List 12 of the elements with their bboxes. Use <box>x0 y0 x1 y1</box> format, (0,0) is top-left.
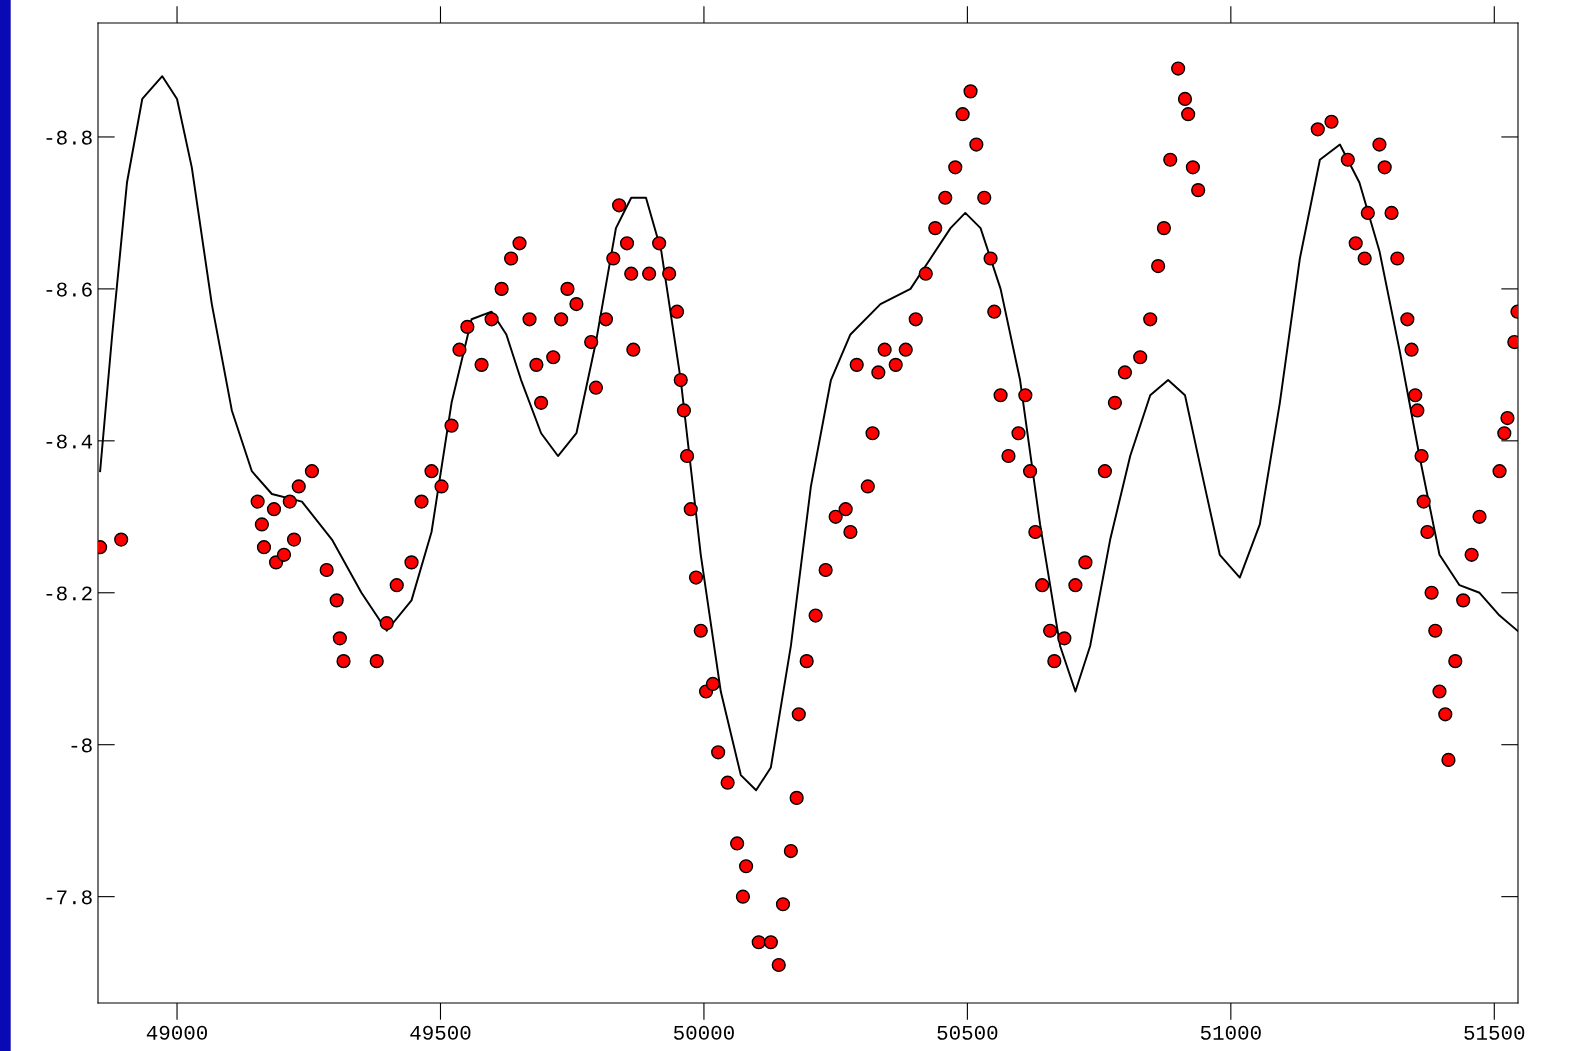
x-tick-label: 49500 <box>410 1025 471 1040</box>
x-tick-label: 51500 <box>1464 1025 1525 1040</box>
x-tick-label: 50000 <box>673 1025 734 1040</box>
y-tick-label: -8 <box>71 738 92 753</box>
y-tick-label: -8.6 <box>46 282 92 297</box>
y-tick-label: -7.8 <box>46 890 92 905</box>
y-tick-label: -8.2 <box>46 586 92 601</box>
y-tick-label: -8.8 <box>46 130 92 145</box>
x-tick-label: 49000 <box>146 1025 208 1040</box>
x-tick-label: 50500 <box>937 1025 998 1040</box>
x-tick-label: 51000 <box>1200 1025 1261 1040</box>
y-tick-label: -8.4 <box>46 434 93 449</box>
